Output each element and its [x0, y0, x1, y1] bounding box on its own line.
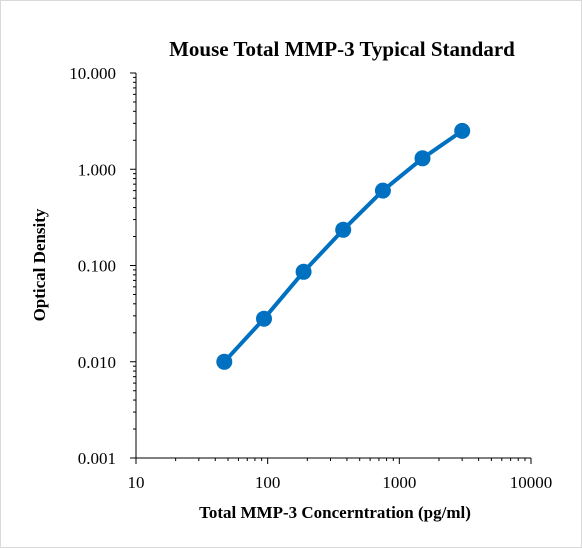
data-point [216, 353, 233, 370]
x-tick-label: 10000 [510, 473, 553, 492]
y-tick-label: 0.100 [78, 257, 116, 276]
data-point [335, 221, 352, 238]
x-tick-label: 10 [128, 473, 145, 492]
data-point [374, 182, 391, 199]
y-tick-label: 1.000 [78, 160, 116, 179]
data-point [295, 263, 312, 280]
data-point [256, 310, 272, 327]
data-point [454, 122, 471, 139]
x-axis-label: Total MMP-3 Concerntration (pg/ml) [199, 503, 471, 522]
x-tick-label: 1000 [382, 473, 416, 492]
data-point [414, 150, 431, 167]
x-axis [135, 457, 532, 464]
y-tick-labels: 0.001 0.010 0.100 1.000 10.000 [69, 64, 116, 468]
y-axis-label: Optical Density [30, 208, 49, 321]
x-tick-labels: 10 100 1000 10000 [128, 473, 553, 492]
y-axis [130, 72, 137, 459]
series-line [222, 128, 465, 364]
y-tick-label: 10.000 [69, 64, 116, 83]
series-group [216, 122, 471, 370]
y-tick-label: 0.001 [78, 449, 116, 468]
x-tick-label: 100 [255, 473, 281, 492]
y-tick-label: 0.010 [78, 353, 116, 372]
chart-title: Mouse Total MMP-3 Typical Standard [169, 37, 515, 61]
